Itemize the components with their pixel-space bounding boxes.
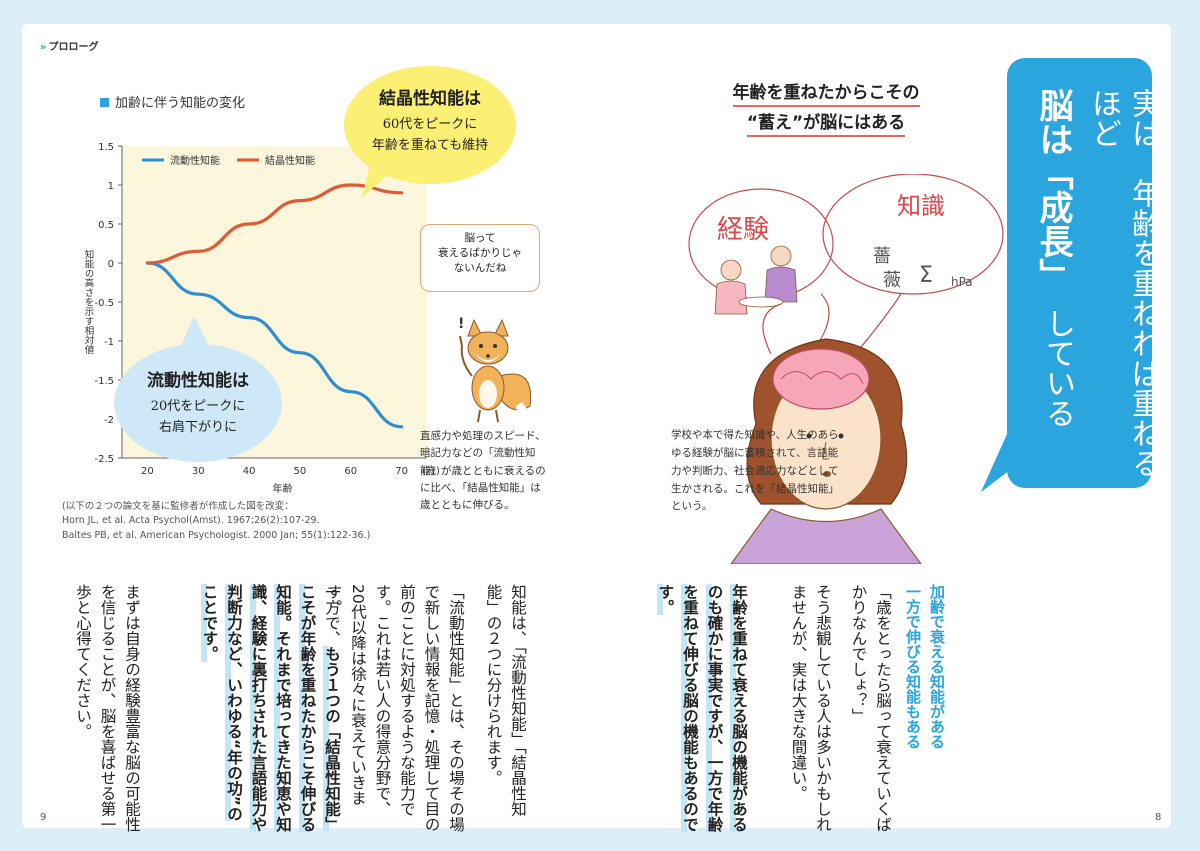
legend-label: 流動性知能 — [170, 154, 220, 167]
y-tick-label: 1.5 — [98, 142, 114, 153]
fox-description: 直感力や処理のスピード、暗記力などの「流動性知能」が歳とともに衰えるのに比べ、「… — [420, 430, 546, 512]
title-panel: 実は、年齢を重ねれば重ねるほど 脳は「成長」 している — [1007, 58, 1161, 488]
label-knowledge: 知識 — [897, 192, 945, 220]
caption-line: Baltes PB, et al. American Psychologist.… — [62, 529, 371, 541]
y-axis-label: 知能の高さを示す相対値 — [83, 249, 95, 355]
illustration-description: 学校や本で得た知識や、人生のあらゆる経験が脳に蓄積されて、言語能力や判断力、社会… — [671, 429, 839, 513]
y-tick-label: 0.5 — [98, 220, 114, 231]
svg-text:薔: 薔 — [873, 246, 891, 267]
callout-line: 60代をピークに — [382, 117, 478, 132]
sub-heading-line: 加齢で衰える知能がある — [928, 584, 946, 749]
x-tick-label: 20 — [141, 466, 154, 477]
sub-heading-line: 一方で伸びる知能もある — [904, 584, 922, 749]
chart-title: 加齢に伴う知能の変化 — [100, 92, 245, 111]
crystallized-callout: 結晶性知能は 60代をピークに 年齢を重ねても維持 — [344, 66, 516, 184]
x-tick-label: 40 — [243, 466, 256, 477]
caption-line: Horn JL, et al. Acta Psychol(Amst). 1967… — [62, 515, 320, 527]
right-body-column-3: 年齢を重ねて衰える脳の機能があるのも確かに事実ですが、一方で年齢を重ねて伸びる脳… — [651, 584, 751, 834]
caption-line: (以下の２つの論文を基に監修者が作成した図を改変： — [62, 501, 294, 512]
title-main: 実は、年齢を重ねれば重ねるほど — [1086, 88, 1161, 478]
y-tick-label: -0.5 — [94, 298, 114, 309]
section-tag: » プロローグ — [40, 42, 99, 53]
callout-line: 右肩下がりに — [158, 420, 237, 435]
svg-text:薇: 薇 — [883, 270, 901, 291]
heading-line: 年齢を重ねたからこその — [732, 83, 920, 107]
title-bold: 脳は「成長」 — [1033, 88, 1073, 292]
callout-line: 20代をピークに — [150, 399, 246, 414]
series-line — [145, 183, 404, 265]
sub-heading: 加齢で衰える知能がある 一方で伸びる知能もある — [901, 584, 949, 824]
label-experience: 経験 — [717, 215, 769, 245]
legend-label: 結晶性知能 — [265, 154, 315, 167]
body-column-1: 知能は、「流動性知能」「結晶性知能」の２つに分けられます。 — [484, 584, 528, 817]
x-tick-label: 60 — [344, 466, 357, 477]
svg-text:hPa: hPa — [951, 275, 973, 289]
y-tick-label: 0 — [108, 259, 114, 270]
y-tick-label: -2 — [104, 415, 114, 426]
x-tick-label: 70 — [395, 466, 408, 477]
series-line — [145, 261, 404, 429]
heading-line: “蓄え”が脳にはある — [746, 113, 906, 137]
page-number: 9 — [40, 812, 47, 823]
brain-illustration: 経験 知識 薔 薇 Σ hPa — [688, 174, 1004, 564]
fox-illustration: ! — [458, 316, 532, 423]
y-tick-label: -1.5 — [94, 376, 114, 387]
x-tick-label: 50 — [294, 466, 307, 477]
body-column-4: まずは自身の経験豊富な脳の可能性を信じることが、脳を喜ばせる第一歩と心得てくださ… — [74, 584, 141, 832]
y-tick-label: -2.5 — [94, 454, 114, 465]
left-page: » プロローグ 加齢に伴う知能の変化 1.5 1 0.5 0 -0.5 -1 -1.5 -2 -2… — [22, 24, 608, 832]
y-tick-label: 1 — [108, 181, 114, 192]
y-tick-label: -1 — [104, 337, 114, 348]
svg-text:!: ! — [458, 316, 464, 332]
body-highlight: 年齢を重ねて衰える脳の機能があるのも確かに事実ですが、一方で年齢を重ねて伸びる脳… — [656, 584, 748, 832]
chart-source-caption: (以下の２つの論文を基に監修者が作成した図を改変： Horn JL, et al… — [62, 500, 370, 543]
x-tick-label: 30 — [192, 466, 205, 477]
callout-title: 結晶性知能は — [379, 89, 481, 109]
callout-pointer — [180, 316, 208, 348]
right-body-column-2: そう悲観している人は多いかもしれませんが、実は大きな間違い。 — [789, 584, 833, 832]
illustration-heading: 年齢を重ねたからこその “蓄え”が脳にはある — [711, 78, 941, 138]
body-column-2: 「流動性知能」とは、その場その場で新しい情報を記憶・処理して目の前のことに対処す… — [324, 584, 466, 832]
callout-pointer — [362, 164, 390, 198]
right-page: 年齢を重ねたからこその “蓄え”が脳にはある 経験 知識 薔 薇 Σ hPa 学… — [591, 24, 1171, 832]
body-highlight: もう１つの「結晶性知能」こそが年齢を重ねたからこそ伸びる知能。それまで培ってきた… — [200, 584, 341, 832]
callout-title: 流動性知能は — [147, 371, 249, 391]
page-number: 8 — [1155, 812, 1162, 823]
right-body-column-1: 「歳をとったら脳って衰えていくばかりなんでしょ？」 — [849, 584, 893, 832]
title-panel-tail — [981, 434, 1031, 492]
fluid-callout: 流動性知能は 20代をピークに 右肩下がりに — [114, 344, 282, 462]
body-text: 一方で、 — [323, 584, 341, 646]
x-axis-label: 年齢 — [273, 482, 293, 495]
fox-speech-bubble: 脳って 衰えるばかりじゃ ないんだね — [420, 224, 540, 292]
svg-text:Σ: Σ — [919, 263, 933, 288]
body-column-3: 一方で、もう１つの「結晶性知能」こそが年齢を重ねたからこそ伸びる知能。それまで培… — [144, 584, 344, 834]
callout-line: 年齢を重ねても維持 — [371, 138, 489, 153]
title-tail: している — [1040, 308, 1075, 428]
x-unit-label: (歳) — [422, 465, 440, 477]
